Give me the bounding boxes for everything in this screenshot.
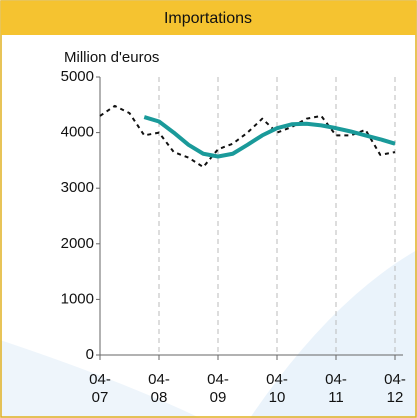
y-axis-label: Million d'euros bbox=[64, 49, 159, 66]
data-line bbox=[99, 104, 396, 169]
y-tick-label: 0 bbox=[86, 346, 94, 363]
y-tick-label: 4000 bbox=[61, 124, 94, 141]
data-line bbox=[143, 115, 396, 159]
x-tick-label: 04-07 bbox=[89, 371, 111, 406]
y-tick-label: 5000 bbox=[61, 68, 94, 85]
title-bar bbox=[1, 1, 416, 35]
y-tick-label: 1000 bbox=[61, 290, 94, 307]
background-shape bbox=[0, 340, 200, 418]
y-tick-label: 3000 bbox=[61, 179, 94, 196]
x-tick-label: 04-12 bbox=[384, 371, 406, 406]
x-tick-label: 04-10 bbox=[266, 371, 288, 406]
background-shape bbox=[250, 250, 417, 418]
x-tick-label: 04-08 bbox=[148, 371, 170, 406]
x-tick-label: 04-09 bbox=[207, 371, 229, 406]
y-tick-label: 2000 bbox=[61, 235, 94, 252]
x-tick-label: 04-11 bbox=[325, 371, 347, 406]
chart-title: Importations bbox=[164, 10, 252, 27]
